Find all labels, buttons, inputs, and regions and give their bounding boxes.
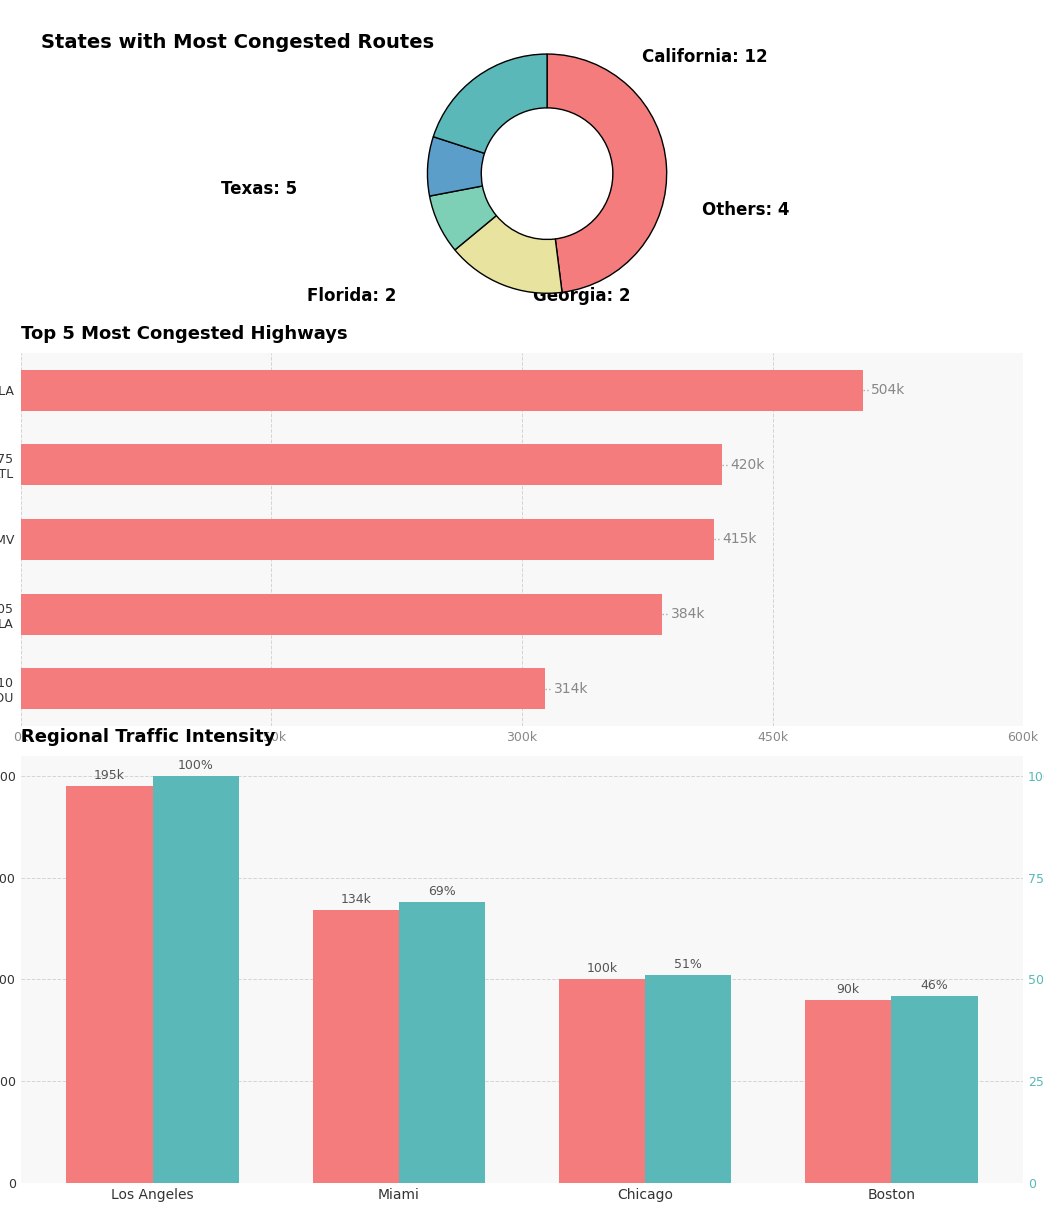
Text: 46%: 46%: [921, 979, 948, 992]
Text: California: 12: California: 12: [642, 48, 768, 66]
Bar: [645, 975, 731, 1183]
Text: 69%: 69%: [428, 885, 456, 898]
Text: Florida: 2: Florida: 2: [307, 287, 397, 305]
Bar: [892, 996, 977, 1183]
Text: 100%: 100%: [177, 759, 214, 772]
Text: Georgia: 2: Georgia: 2: [533, 287, 631, 305]
Bar: [399, 902, 485, 1183]
Text: Texas: 5: Texas: 5: [221, 180, 298, 198]
Text: 51%: 51%: [674, 958, 703, 972]
Text: Others: 4: Others: 4: [703, 200, 790, 218]
Text: States with Most Congested Routes: States with Most Congested Routes: [41, 33, 434, 52]
Bar: [152, 776, 239, 1183]
